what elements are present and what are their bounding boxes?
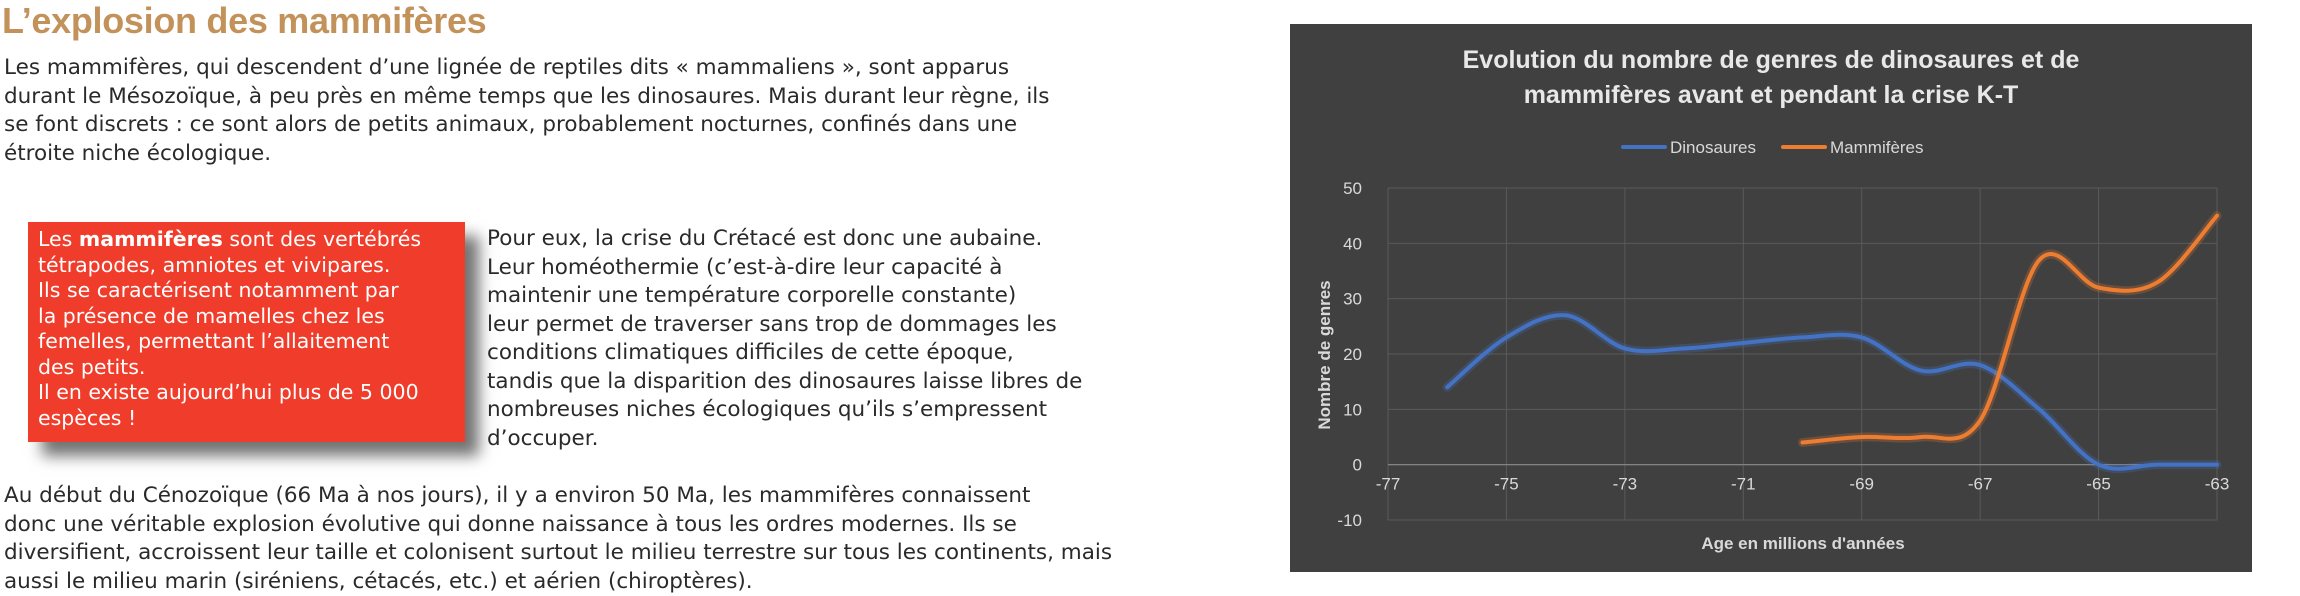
crisis-line: Leur homéothermie (c’est-à-dire leur cap…	[487, 254, 1082, 283]
x-tick-label: -73	[1613, 475, 1638, 494]
crisis-line: conditions climatiques difficiles de cet…	[487, 339, 1082, 368]
chart-title-line: Evolution du nombre de genres de dinosau…	[1463, 46, 2080, 74]
y-axis-title: Nombre de genres	[1315, 280, 1334, 429]
crisis-line: d’occuper.	[487, 425, 1082, 454]
definition-line: des petits.	[38, 355, 465, 381]
chart-title-line: mammifères avant et pendant la crise K-T	[1524, 81, 2019, 109]
y-tick-label: 40	[1343, 234, 1362, 253]
crisis-line: nombreuses niches écologiques qu’ils s’e…	[487, 396, 1082, 425]
genera-chart: -10 0 10 20 30 40 50 -77 -75 -73 -71 -69 -67 -65 -63 Ev…	[1290, 24, 2252, 572]
x-tick-label: -69	[1849, 475, 1874, 494]
cenozoic-line: diversifient, accroissent leur taille et…	[4, 539, 1112, 568]
x-axis-title: Age en millions d'années	[1701, 534, 1904, 553]
crisis-paragraph: Pour eux, la crise du Crétacé est donc u…	[487, 225, 1082, 453]
legend-label: Dinosaures	[1670, 138, 1756, 157]
x-tick-label: -65	[2086, 475, 2111, 494]
definition-line: Il en existe aujourd’hui plus de 5 000	[38, 380, 465, 406]
intro-paragraph: Les mammifères, qui descendent d’une lig…	[4, 54, 1049, 168]
definition-line: espèces !	[38, 406, 465, 432]
definition-lead: Les	[38, 227, 79, 251]
intro-line: Les mammifères, qui descendent d’une lig…	[4, 54, 1049, 83]
crisis-line: leur permet de traverser sans trop de do…	[487, 311, 1082, 340]
x-tick-label: -77	[1376, 475, 1401, 494]
x-tick-label: -71	[1731, 475, 1756, 494]
definition-first-line: Les mammifères sont des vertébrés	[38, 227, 465, 253]
definition-line: Ils se caractérisent notamment par	[38, 278, 465, 304]
crisis-line: maintenir une température corporelle con…	[487, 282, 1082, 311]
y-tick-label: 20	[1343, 345, 1362, 364]
intro-line: durant le Mésozoïque, à peu près en même…	[4, 83, 1049, 112]
cenozoic-line: Au début du Cénozoïque (66 Ma à nos jour…	[4, 482, 1112, 511]
intro-line: se font discrets : ce sont alors de peti…	[4, 111, 1049, 140]
x-tick-label: -63	[2205, 475, 2230, 494]
cenozoic-line: donc une véritable explosion évolutive q…	[4, 511, 1112, 540]
chart-svg: -10 0 10 20 30 40 50 -77 -75 -73 -71 -69 -67 -65 -63 Ev…	[1290, 24, 2252, 572]
series-glow-mammiferes	[1803, 216, 2218, 443]
crisis-line: Pour eux, la crise du Crétacé est donc u…	[487, 225, 1082, 254]
definition-line: la présence de mamelles chez les	[38, 304, 465, 330]
crisis-line: tandis que la disparition des dinosaures…	[487, 368, 1082, 397]
definition-term: mammifères	[79, 227, 223, 251]
series-glow-dinosaures	[1447, 315, 2217, 469]
y-tick-label: 30	[1343, 290, 1362, 309]
y-tick-label: 0	[1353, 456, 1362, 475]
x-tick-label: -75	[1494, 475, 1519, 494]
article-title: L’explosion des mammifères	[2, 0, 486, 42]
definition-line: femelles, permettant l’allaitement	[38, 329, 465, 355]
definition-box: Les mammifères sont des vertébrés tétrap…	[28, 222, 465, 442]
y-tick-label: -10	[1337, 511, 1362, 530]
intro-line: étroite niche écologique.	[4, 140, 1049, 169]
cenozoic-paragraph: Au début du Cénozoïque (66 Ma à nos jour…	[4, 482, 1112, 596]
x-tick-label: -67	[1968, 475, 1993, 494]
definition-lead-rest: sont des vertébrés	[223, 227, 421, 251]
legend-label: Mammifères	[1830, 138, 1924, 157]
definition-line: tétrapodes, amniotes et vivipares.	[38, 253, 465, 279]
y-tick-label: 10	[1343, 400, 1362, 419]
y-tick-label: 50	[1343, 179, 1362, 198]
